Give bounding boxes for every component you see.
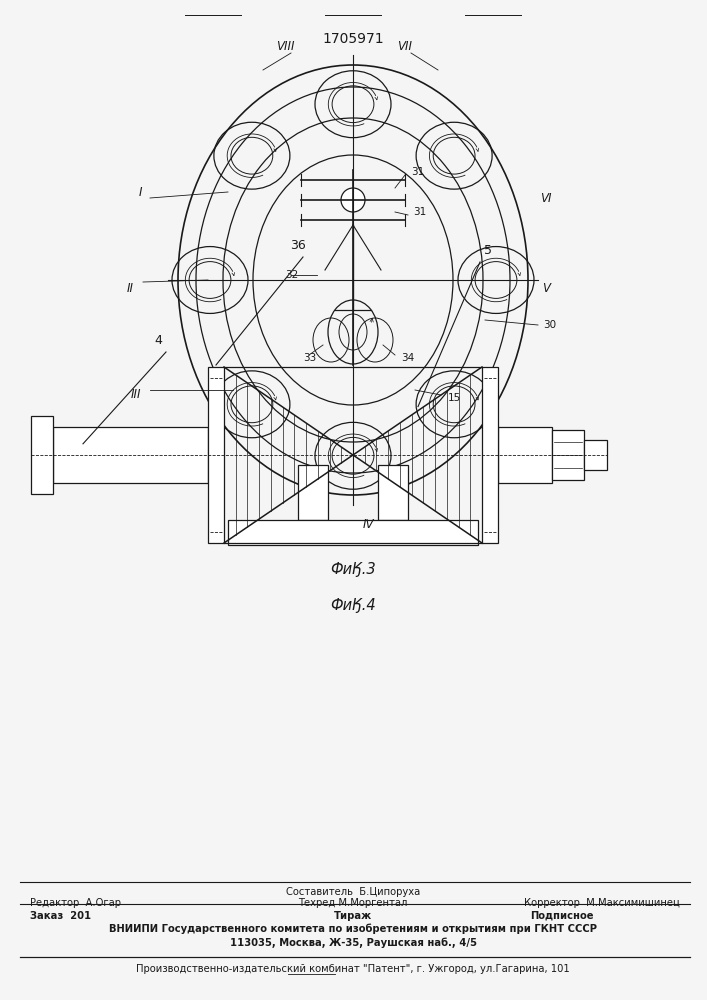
Text: 113035, Москва, Ж-35, Раушская наб., 4/5: 113035, Москва, Ж-35, Раушская наб., 4/5 — [230, 937, 477, 948]
Bar — [208, 367, 224, 543]
Bar — [298, 465, 328, 520]
Text: IV: IV — [362, 518, 374, 532]
Bar — [584, 440, 607, 470]
Bar — [31, 416, 53, 494]
Text: V: V — [542, 282, 550, 294]
Text: ФиӃ.3: ФиӃ.3 — [330, 562, 376, 577]
Text: Заказ  201: Заказ 201 — [30, 911, 91, 921]
Text: Тираж: Тираж — [334, 911, 372, 921]
Text: 36: 36 — [290, 239, 306, 252]
Text: 30: 30 — [543, 320, 556, 330]
Text: I: I — [139, 186, 141, 198]
Text: Подписное: Подписное — [530, 911, 593, 921]
Bar — [53, 427, 208, 483]
Text: ФиӃ.4: ФиӃ.4 — [330, 598, 376, 613]
Text: Редактор  А.Огар: Редактор А.Огар — [30, 898, 121, 908]
Text: 31: 31 — [413, 207, 426, 217]
Text: Корректор  М.Максимишинец: Корректор М.Максимишинец — [524, 898, 680, 908]
Text: Производственно-издательский комбинат "Патент", г. Ужгород, ул.Гагарина, 101: Производственно-издательский комбинат "П… — [136, 964, 570, 974]
Text: VII: VII — [397, 40, 412, 53]
Text: VIII: VIII — [276, 40, 294, 53]
Text: 33: 33 — [303, 353, 316, 363]
Text: 5: 5 — [484, 244, 492, 257]
Bar — [498, 427, 552, 483]
Text: 4: 4 — [154, 334, 162, 347]
Bar — [482, 367, 498, 543]
Text: II: II — [127, 282, 134, 294]
Ellipse shape — [341, 188, 365, 212]
Text: 15: 15 — [448, 393, 461, 403]
Text: Составитель  Б.Ципоруха: Составитель Б.Ципоруха — [286, 887, 420, 897]
Text: VI: VI — [540, 192, 551, 205]
Bar — [552, 430, 584, 480]
Bar — [378, 465, 408, 520]
Text: ВНИИПИ Государственного комитета по изобретениям и открытиям при ГКНТ СССР: ВНИИПИ Государственного комитета по изоб… — [109, 924, 597, 934]
Text: 1705971: 1705971 — [322, 32, 384, 46]
Bar — [228, 520, 478, 545]
Text: 31: 31 — [411, 167, 424, 177]
Text: Техред М.Моргентал: Техред М.Моргентал — [298, 898, 408, 908]
Text: 34: 34 — [401, 353, 414, 363]
Text: 32: 32 — [285, 270, 298, 280]
Text: III: III — [131, 388, 141, 401]
